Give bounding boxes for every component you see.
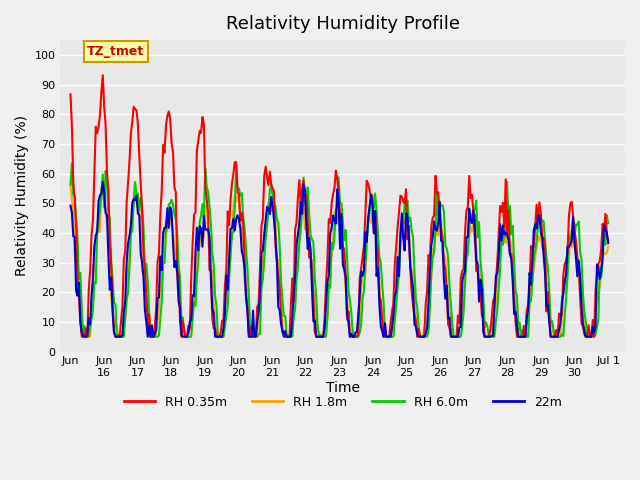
RH 6.0m [452, 334, 460, 339]
RH 1.8m [86, 333, 94, 339]
22m [81, 334, 88, 339]
Line: RH 0.35m: RH 0.35m [70, 75, 608, 336]
RH 6.0m [532, 238, 540, 244]
22m [603, 229, 611, 235]
RH 6.0m [82, 334, 90, 339]
RH 1.8m [604, 244, 612, 250]
RH 1.8m [103, 222, 111, 228]
RH 0.35m [104, 187, 112, 192]
RH 6.0m [88, 316, 95, 322]
RH 1.8m [67, 181, 74, 187]
RH 0.35m [78, 334, 86, 339]
RH 6.0m [68, 160, 76, 166]
RH 1.8m [344, 309, 352, 315]
22m [452, 334, 460, 339]
RH 6.0m [603, 212, 611, 218]
RH 0.35m [532, 202, 540, 207]
Y-axis label: Relativity Humidity (%): Relativity Humidity (%) [15, 115, 29, 276]
22m [104, 254, 112, 260]
RH 1.8m [531, 255, 539, 261]
22m [67, 203, 74, 209]
22m [604, 240, 612, 246]
Legend: RH 0.35m, RH 1.8m, RH 6.0m, 22m: RH 0.35m, RH 1.8m, RH 6.0m, 22m [118, 391, 567, 414]
RH 1.8m [602, 251, 609, 257]
RH 0.35m [346, 334, 354, 339]
RH 0.35m [603, 232, 611, 238]
RH 0.35m [452, 334, 460, 339]
RH 6.0m [346, 298, 354, 303]
Line: RH 6.0m: RH 6.0m [70, 163, 608, 336]
Text: TZ_tmet: TZ_tmet [87, 45, 145, 58]
22m [346, 334, 354, 339]
22m [99, 179, 107, 185]
RH 0.35m [99, 72, 107, 78]
Line: RH 1.8m: RH 1.8m [70, 184, 608, 336]
22m [86, 322, 94, 327]
RH 0.35m [86, 267, 94, 273]
RH 0.35m [604, 238, 612, 243]
RH 6.0m [104, 212, 112, 217]
RH 1.8m [79, 334, 87, 339]
RH 0.35m [67, 91, 74, 97]
Title: Relativity Humidity Profile: Relativity Humidity Profile [226, 15, 460, 33]
RH 1.8m [451, 334, 459, 339]
RH 6.0m [604, 220, 612, 226]
22m [532, 226, 540, 231]
Line: 22m: 22m [70, 182, 608, 336]
RH 6.0m [67, 182, 74, 188]
X-axis label: Time: Time [326, 381, 360, 395]
